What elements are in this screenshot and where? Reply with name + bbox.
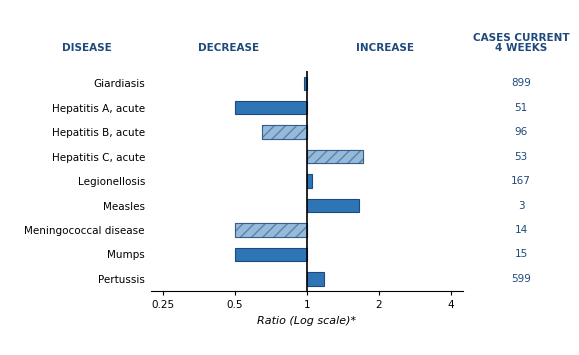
Bar (234, 223, 307, 237)
Text: 14: 14 (515, 225, 527, 235)
Bar (307, 199, 359, 212)
Text: 51: 51 (515, 103, 527, 113)
Bar (307, 150, 364, 163)
Text: 15: 15 (515, 250, 527, 260)
Bar (234, 248, 307, 261)
Text: 4 WEEKS: 4 WEEKS (495, 43, 547, 53)
Text: CASES CURRENT: CASES CURRENT (473, 33, 569, 43)
Text: 3: 3 (518, 201, 525, 211)
Text: 899: 899 (511, 78, 531, 88)
Text: DECREASE: DECREASE (198, 43, 259, 53)
Text: DISEASE: DISEASE (62, 43, 112, 53)
Text: 53: 53 (515, 152, 527, 162)
Text: 167: 167 (511, 176, 531, 186)
Bar (234, 223, 307, 237)
Text: 96: 96 (515, 127, 527, 137)
Bar (307, 150, 364, 163)
Bar (262, 125, 307, 139)
Text: INCREASE: INCREASE (356, 43, 414, 53)
Bar (307, 272, 324, 285)
Bar (307, 174, 312, 188)
X-axis label: Ratio (Log scale)*: Ratio (Log scale)* (257, 316, 357, 326)
Text: 599: 599 (511, 274, 531, 284)
Bar (262, 125, 307, 139)
Bar (234, 101, 307, 114)
Bar (304, 76, 307, 90)
